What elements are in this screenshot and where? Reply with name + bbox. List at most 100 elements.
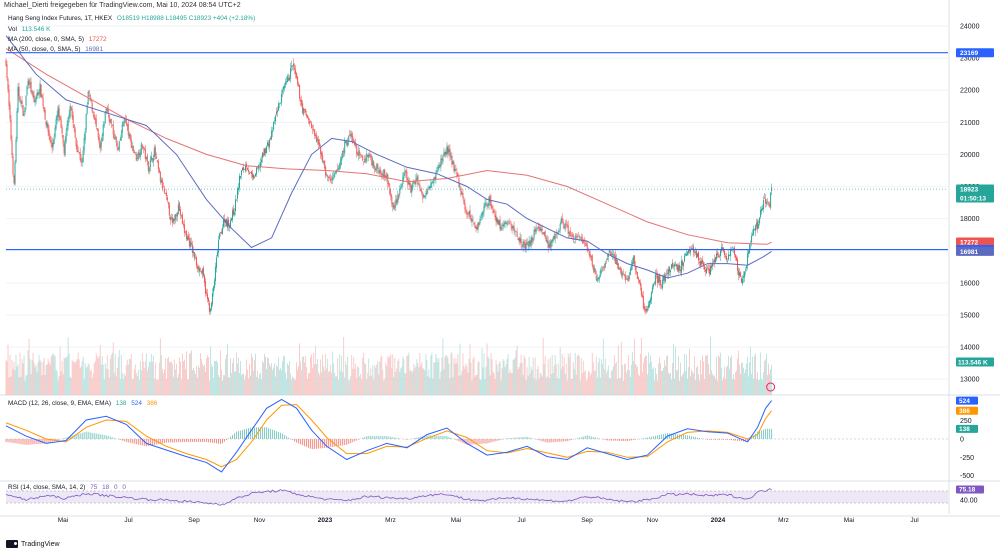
macd-hist-bar [177, 439, 179, 443]
volume-bar [332, 351, 334, 395]
candle-body [391, 196, 393, 204]
candle-body [415, 179, 417, 185]
candle-body [6, 64, 8, 79]
candle-body [433, 177, 435, 184]
macd-hist-bar [755, 433, 757, 439]
volume-bar [731, 355, 732, 395]
volume-bar [442, 338, 444, 395]
volume-bar [600, 359, 602, 395]
candle-body [657, 275, 659, 283]
volume-bar [655, 374, 657, 395]
volume-bar [112, 342, 114, 395]
candle-body [408, 180, 410, 185]
volume-bar [67, 337, 69, 395]
candle-body [215, 257, 217, 269]
candle-body [516, 232, 518, 237]
candle-body [434, 176, 436, 181]
volume-bar [115, 376, 117, 395]
candle-body [449, 148, 451, 157]
rsi-tick-label: 40.00 [960, 498, 978, 505]
candle-body [218, 233, 220, 239]
volume-bar [105, 368, 107, 395]
macd-legend[interactable]: MACD (12, 26, close, 9, EMA, EMA) 138 52… [8, 400, 157, 407]
volume-bar [763, 372, 765, 395]
volume-legend[interactable]: Vol 113.546 K [8, 26, 50, 33]
candle-body [58, 108, 60, 118]
macd-hist-bar [518, 437, 520, 439]
macd-hist-bar [717, 439, 719, 440]
macd-hist-bar [698, 437, 700, 439]
volume-bar [631, 352, 633, 395]
volume-bar [721, 367, 722, 395]
volume-bar [450, 354, 452, 395]
volume-bar [488, 358, 490, 395]
macd-hist-bar [328, 439, 330, 448]
ma200-legend[interactable]: MA (200, close, 0, SMA, 5) 17272 [8, 36, 107, 43]
candle-body [441, 159, 443, 161]
candle-body [375, 169, 377, 171]
volume-bar [473, 356, 475, 395]
volume-bar [404, 372, 406, 395]
macd-hist-bar [536, 439, 538, 440]
macd-hist-bar [225, 439, 227, 440]
volume-bar [718, 355, 719, 395]
volume-bar [677, 370, 678, 395]
price-tick-label: 20000 [960, 152, 980, 159]
candle-body [357, 153, 359, 156]
time-tick-label: Sep [581, 517, 593, 524]
candle-body [667, 269, 669, 275]
candle-body [279, 103, 281, 105]
candle-body [741, 278, 743, 283]
volume-bar [561, 354, 563, 395]
macd-hist-bar [252, 427, 254, 439]
candle-body [137, 151, 139, 159]
volume-bar [75, 360, 77, 395]
macd-hist-bar [510, 437, 512, 439]
candle-body [252, 173, 254, 178]
volume-bar [127, 364, 129, 395]
volume-bar [370, 368, 372, 395]
candle-body [182, 224, 184, 225]
volume-bar [195, 374, 196, 395]
candle-body [630, 264, 632, 271]
volume-bar [123, 373, 125, 395]
candle-body [101, 135, 103, 142]
candle-body [468, 211, 470, 215]
volume-bar [596, 377, 598, 395]
tradingview-brand[interactable]: TradingView [6, 540, 60, 548]
candle-body [135, 153, 137, 161]
price-tick-label: 16000 [960, 280, 980, 287]
volume-bar [244, 379, 245, 395]
volume-bar [337, 358, 339, 395]
candle-body [115, 136, 117, 143]
macd-hist-bar [260, 427, 262, 439]
candle-body [752, 233, 754, 236]
candle-body [44, 109, 46, 120]
volume-bar [532, 357, 534, 395]
macd-hist-bar [548, 439, 550, 443]
macd-hist-bar [205, 439, 207, 442]
candle-body [285, 82, 287, 86]
candle-body [499, 219, 501, 229]
macd-hist-bar [354, 439, 356, 442]
candle-body [110, 118, 112, 124]
candle-body [426, 189, 428, 195]
candle-body [721, 246, 723, 251]
series-legend[interactable]: Hang Seng Index Futures, 1T, HKEX O18519… [8, 15, 256, 22]
candle-body [142, 146, 144, 149]
macd-hist-bar [412, 438, 414, 439]
volume-bar [279, 370, 280, 395]
volume-bar [632, 361, 634, 395]
volume-bar [320, 359, 322, 395]
rsi-legend[interactable]: RSI (14, close, SMA, 14, 2) 75 18 0 0 [8, 484, 126, 491]
candle-body [243, 167, 245, 170]
volume-bar [12, 368, 14, 395]
macd-hist-bar [246, 428, 248, 439]
macd-hist-bar [292, 439, 294, 441]
ma50-legend[interactable]: MA (50, close, 0, SMA, 5) 16981 [8, 46, 103, 53]
volume-bar [55, 369, 57, 395]
volume-bar [479, 379, 481, 395]
volume-bar [616, 378, 618, 395]
candle-body [382, 174, 384, 177]
